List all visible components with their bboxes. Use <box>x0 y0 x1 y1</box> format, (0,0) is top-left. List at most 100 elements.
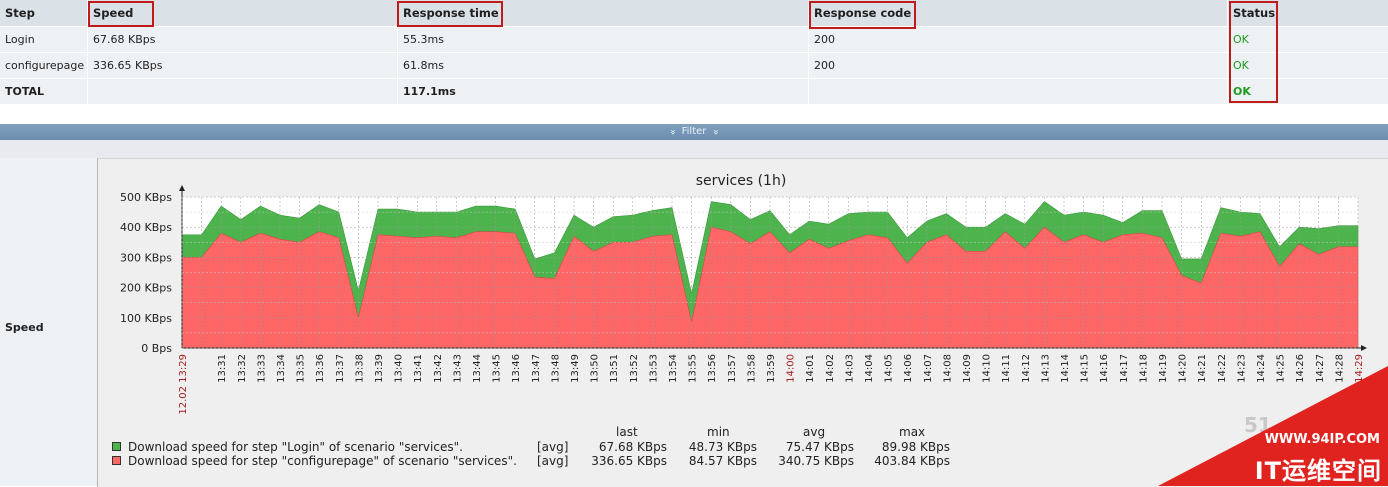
step-status: OK <box>1233 33 1249 46</box>
x-tick-label: 13:50 <box>590 354 601 383</box>
legend-swatch <box>112 456 121 465</box>
step-name: configurepage <box>5 59 85 72</box>
highlight-box-response-code <box>809 1 916 29</box>
legend-avg: 75.47 KBps <box>785 440 854 454</box>
x-tick-label: 14:12 <box>1021 354 1032 383</box>
x-tick-label: 13:43 <box>452 354 463 383</box>
x-tick-label: 14:03 <box>844 354 855 383</box>
col-response-time-header[interactable]: Response time <box>403 6 499 20</box>
total-label: TOTAL <box>5 85 45 98</box>
y-axis-arrow-icon <box>179 185 185 191</box>
filter-toggle-bar[interactable]: » Filter» <box>0 124 1388 140</box>
step-speed: 67.68 KBps <box>93 33 156 46</box>
x-tick-label: 12.02 13:29 <box>178 354 189 415</box>
total-response-code <box>809 79 1227 104</box>
x-axis-arrow-icon <box>1361 345 1367 351</box>
x-tick-label: 13:57 <box>727 354 738 383</box>
x-tick-label: 14:17 <box>1119 354 1130 383</box>
graph-label-cell <box>0 158 97 486</box>
highlight-box-status <box>1229 1 1278 103</box>
x-tick-label: 13:35 <box>296 354 307 383</box>
legend-max: 403.84 KBps <box>874 454 950 468</box>
x-tick-label: 14:07 <box>923 354 934 383</box>
watermark-text: IT运维空间 <box>1254 457 1382 485</box>
chart-title: services (1h) <box>696 173 787 189</box>
legend-min: 48.73 KBps <box>688 440 757 454</box>
x-tick-label: 13:44 <box>472 354 483 383</box>
chevron-down-icon: » <box>667 128 679 136</box>
step-response-time: 55.3ms <box>403 33 444 46</box>
x-tick-label: 14:08 <box>942 354 953 383</box>
x-tick-label: 14:01 <box>805 354 816 383</box>
legend-swatch <box>112 442 121 451</box>
step-name: Login <box>5 33 35 46</box>
total-response-time: 117.1ms <box>403 85 456 98</box>
x-tick-label: 13:51 <box>609 354 620 383</box>
legend-func: [avg] <box>537 440 569 454</box>
legend-last: 336.65 KBps <box>591 454 667 468</box>
grid-lines <box>181 196 1359 349</box>
step-response-code: 200 <box>814 33 835 46</box>
x-tick-label: 13:40 <box>394 354 405 383</box>
step-speed: 336.65 KBps <box>93 59 163 72</box>
x-tick-label: 13:38 <box>354 354 365 383</box>
y-tick-label: 200 KBps <box>120 282 172 295</box>
filter-spacer <box>0 140 1388 158</box>
x-tick-label: 14:11 <box>1001 354 1012 383</box>
step-status: OK <box>1233 59 1249 72</box>
legend-col-min: min <box>707 425 730 439</box>
x-tick-label: 14:13 <box>1040 354 1051 383</box>
x-tick-label: 13:52 <box>629 354 640 383</box>
x-tick-label: 14:10 <box>982 354 993 383</box>
x-tick-label: 13:33 <box>256 354 267 383</box>
x-tick-label: 13:34 <box>276 354 287 383</box>
highlight-box-speed <box>88 1 154 27</box>
x-tick-label: 14:04 <box>864 354 875 383</box>
filter-label: Filter <box>681 126 707 137</box>
y-axis: 0 Bps 100 KBps 200 KBps 300 KBps 400 KBps 500… <box>120 185 185 355</box>
col-response-code-header[interactable]: Response code <box>814 6 912 20</box>
x-tick-label: 14:02 <box>825 354 836 383</box>
table-header: Step Speed Response time Response code S… <box>0 0 1388 26</box>
legend-series-name: Download speed for step "Login" of scena… <box>128 440 463 454</box>
x-tick-label: 14:14 <box>1060 354 1071 383</box>
table-row: Login 67.68 KBps 55.3ms 200 OK <box>0 27 1388 52</box>
x-tick-label: 14:00 <box>786 354 797 383</box>
y-tick-label: 0 Bps <box>141 342 172 355</box>
column-divider <box>808 0 809 104</box>
legend-func: [avg] <box>537 454 569 468</box>
speed-graph[interactable]: services (1h) 0 Bps 100 KBps 200 KBps 300 K… <box>98 159 1388 486</box>
total-status: OK <box>1233 85 1251 98</box>
column-divider <box>397 0 398 104</box>
x-tick-label: 13:53 <box>648 354 659 383</box>
x-tick-label: 13:55 <box>688 354 699 383</box>
x-tick-label: 13:39 <box>374 354 385 383</box>
x-tick-label: 13:36 <box>315 354 326 383</box>
step-response-time: 61.8ms <box>403 59 444 72</box>
watermark-url: WWW.94IP.COM <box>1264 432 1380 447</box>
graph-container: services (1h) 0 Bps 100 KBps 200 KBps 300 K… <box>97 158 1388 487</box>
column-divider <box>1227 0 1228 104</box>
col-step-header[interactable]: Step <box>5 6 35 20</box>
legend-col-last: last <box>616 425 638 439</box>
col-speed-header[interactable]: Speed <box>93 6 134 20</box>
x-tick-label: 13:37 <box>335 354 346 383</box>
x-tick-label: 13:49 <box>570 354 581 383</box>
legend-last: 67.68 KBps <box>598 440 667 454</box>
x-tick-label: 14:18 <box>1138 354 1149 383</box>
highlight-box-response-time <box>397 1 503 27</box>
x-tick-label: 13:59 <box>766 354 777 383</box>
chevron-down-icon: » <box>710 128 722 136</box>
legend-col-max: max <box>899 425 926 439</box>
x-tick-label: 13:47 <box>531 354 542 383</box>
x-tick-label: 13:32 <box>237 354 248 383</box>
legend-col-avg: avg <box>803 425 826 439</box>
legend-avg: 340.75 KBps <box>778 454 854 468</box>
y-tick-label: 300 KBps <box>120 251 172 264</box>
x-tick-label: 14:05 <box>884 354 895 383</box>
col-status-header[interactable]: Status <box>1233 6 1276 20</box>
x-tick-label: 13:46 <box>511 354 522 383</box>
x-tick-label: 14:16 <box>1099 354 1110 383</box>
x-tick-label: 13:48 <box>550 354 561 383</box>
total-speed <box>88 79 397 104</box>
